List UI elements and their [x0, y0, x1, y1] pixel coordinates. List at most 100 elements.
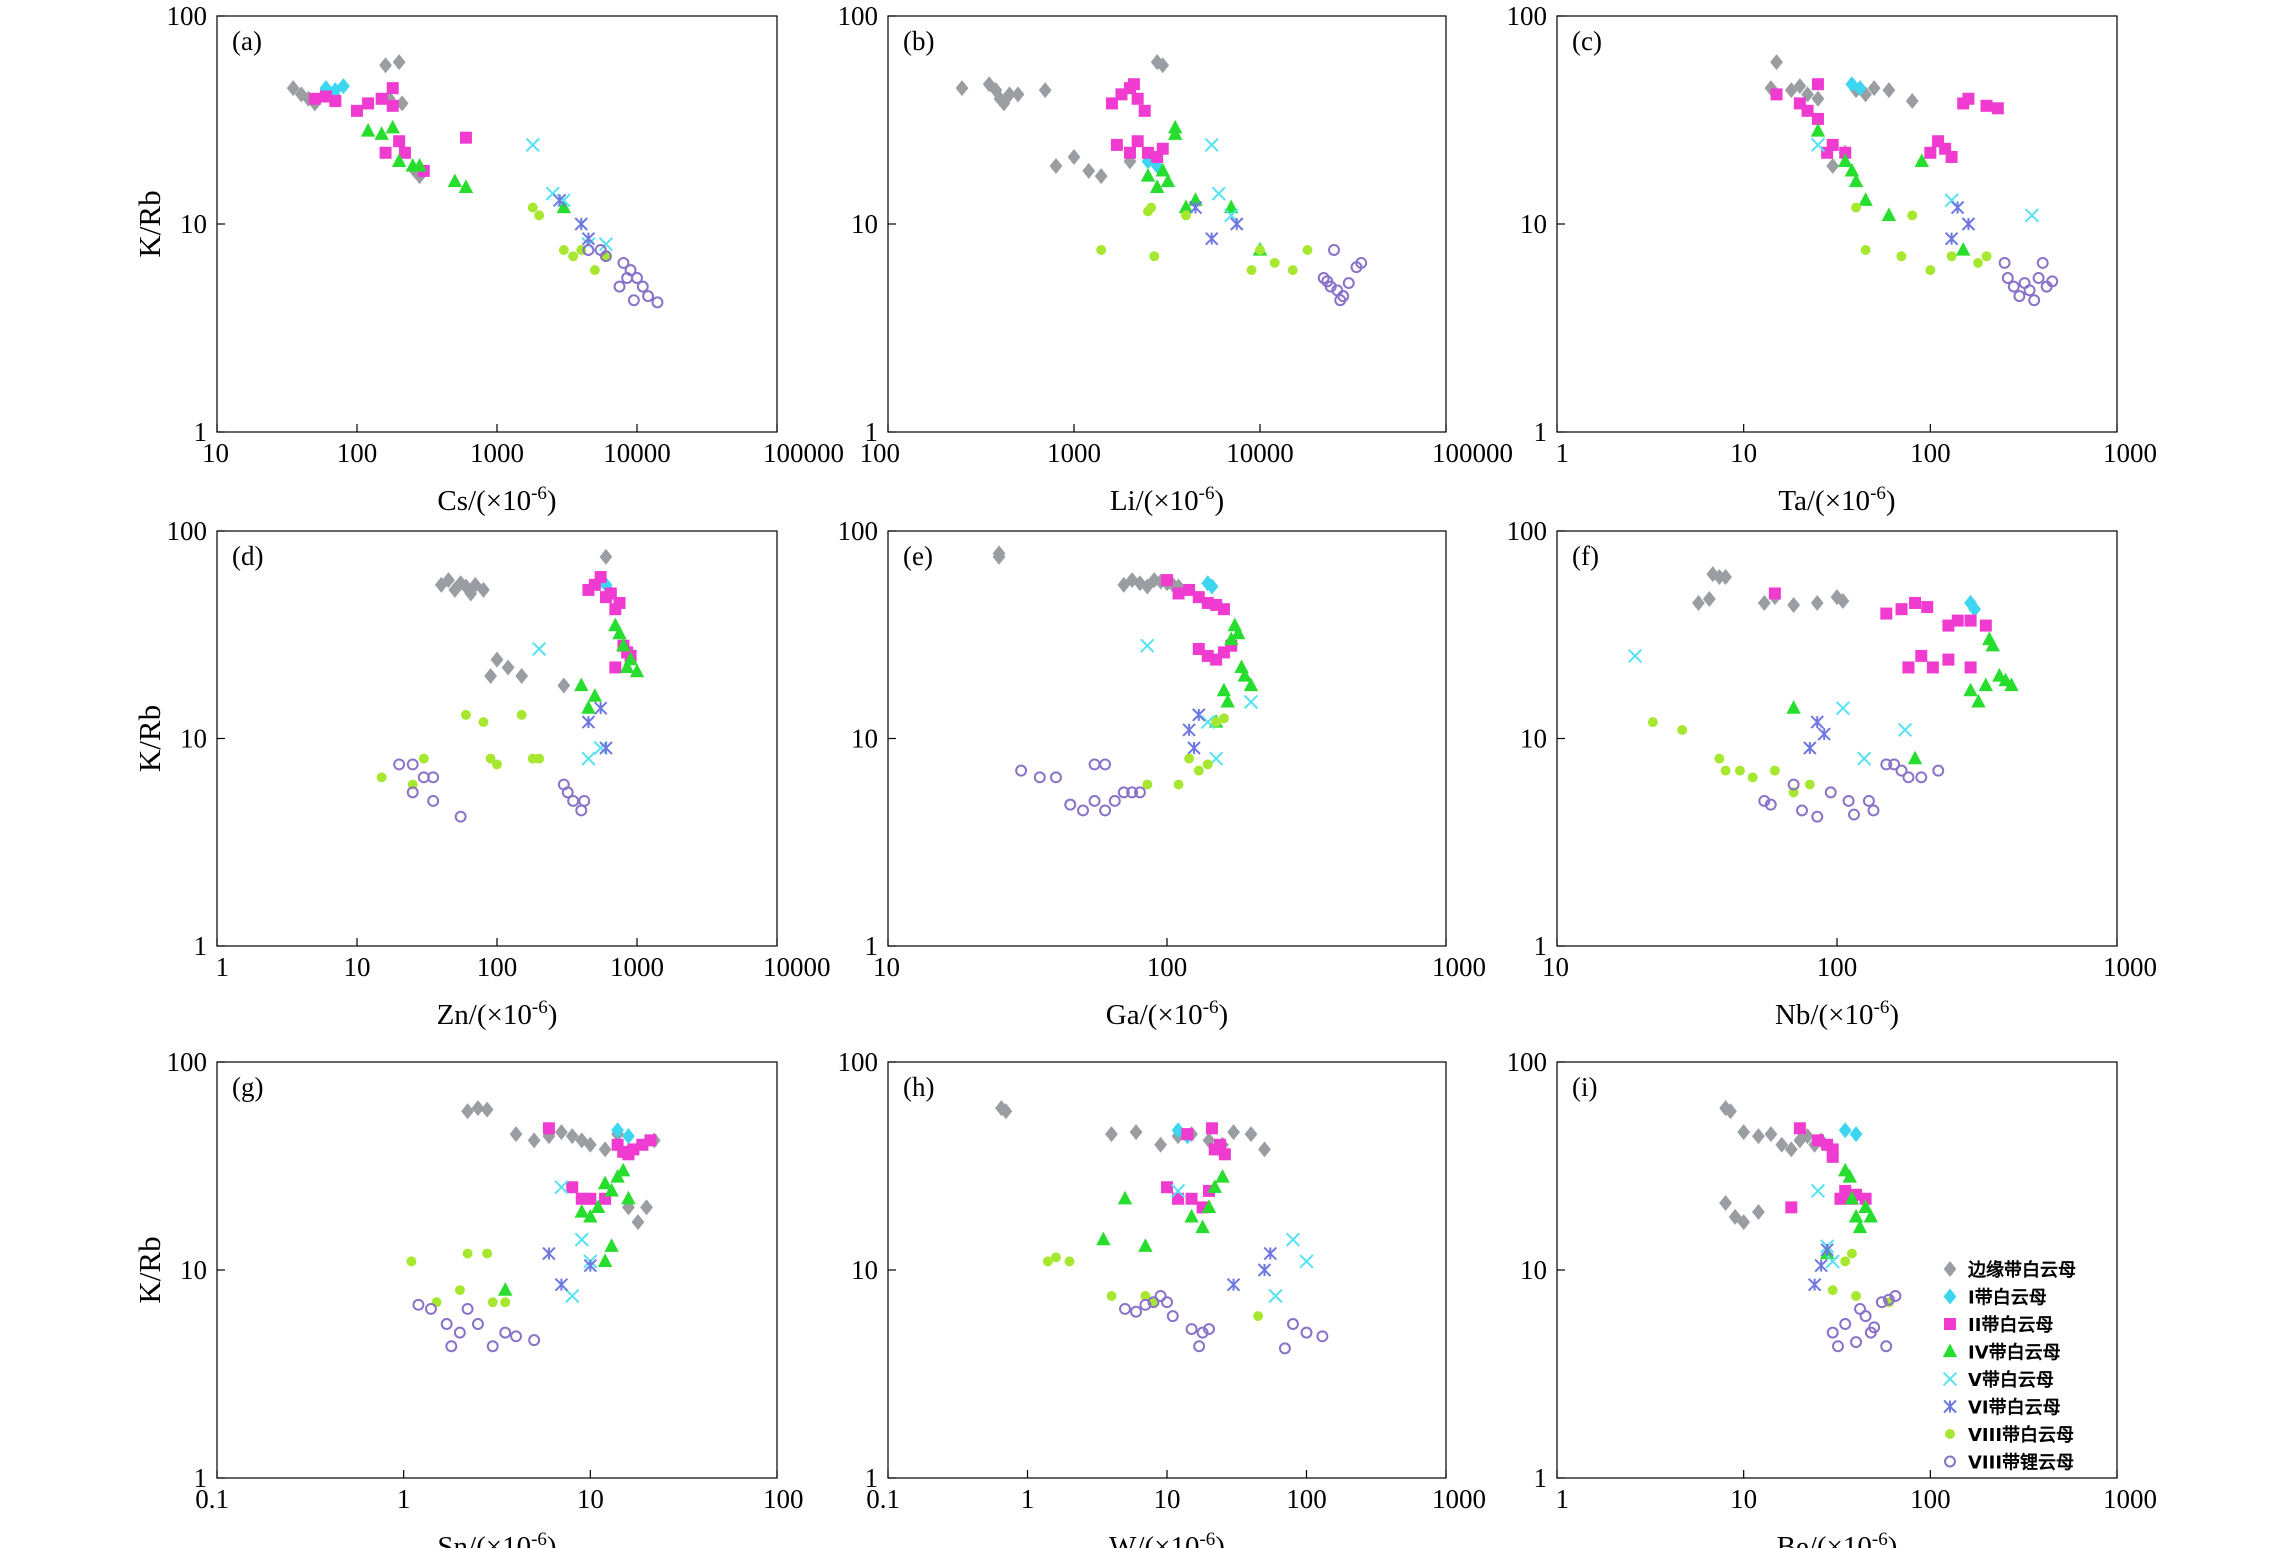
data-point — [445, 1340, 458, 1353]
data-point — [2036, 256, 2049, 269]
data-point — [1234, 659, 1249, 674]
data-point — [621, 272, 634, 284]
data-point — [308, 92, 321, 105]
data-point — [1142, 779, 1153, 790]
x-tick-label: 100 — [1910, 438, 1951, 468]
data-point — [1832, 1340, 1844, 1353]
data-point — [1149, 251, 1160, 262]
data-point — [611, 1122, 625, 1139]
data-point — [1181, 1128, 1194, 1141]
data-point — [447, 173, 463, 188]
data-point — [453, 1326, 466, 1339]
series-zone5 — [1810, 137, 2039, 223]
data-point — [406, 786, 419, 799]
data-point — [1181, 210, 1191, 221]
panel-c: (c) 1 10 100 1000 1 10 100 Ta/(×10-6) — [1507, 1, 2158, 517]
data-point — [1155, 162, 1170, 177]
series-zone8li — [1758, 758, 1945, 823]
data-point — [1838, 153, 1853, 167]
data-point — [1067, 148, 1081, 165]
data-point — [1842, 795, 1855, 807]
panel-label: (e) — [903, 541, 933, 571]
data-point — [1160, 173, 1176, 188]
series-zone5 — [1140, 638, 1259, 766]
data-point — [1914, 153, 1929, 167]
panel-label: (i) — [1572, 1072, 1597, 1102]
data-point — [1882, 1293, 1895, 1306]
data-point — [1825, 1254, 1840, 1269]
data-point — [1851, 1291, 1862, 1301]
series-zone8li — [1015, 758, 1146, 817]
data-point — [1105, 97, 1118, 110]
data-point — [1880, 1340, 1893, 1353]
data-point — [1207, 1179, 1222, 1193]
x-tick-label: 1 — [1021, 1484, 1035, 1514]
x-axis-label: Zn/(×10-6) — [437, 997, 558, 1031]
data-point — [1253, 1311, 1264, 1322]
data-point — [1192, 708, 1206, 722]
data-point — [1801, 1128, 1814, 1145]
data-point — [471, 1100, 485, 1117]
x-tick-label: 100 — [860, 438, 901, 468]
data-point — [1826, 1143, 1839, 1156]
series-zone4 — [574, 617, 645, 714]
data-point — [622, 1128, 635, 1145]
series-margin — [461, 1100, 661, 1231]
data-point — [492, 759, 502, 770]
data-point — [385, 119, 400, 134]
data-point — [1268, 1288, 1283, 1304]
data-point — [575, 804, 588, 817]
data-point — [454, 1285, 465, 1296]
data-point — [1140, 1291, 1151, 1301]
y-tick-label: 1 — [194, 1463, 208, 1493]
series-zone1 — [1201, 575, 1219, 595]
data-point — [1166, 1310, 1179, 1323]
data-point — [1839, 1318, 1852, 1330]
data-point — [1905, 93, 1919, 110]
y-axis-label: K/Rb — [132, 190, 167, 257]
data-point — [574, 1232, 589, 1247]
panel-label: (g) — [232, 1072, 263, 1102]
legend-label: VIII带白云母 — [1968, 1424, 2074, 1446]
y-tick-label: 10 — [180, 1255, 207, 1285]
series-zone4 — [1786, 631, 2019, 765]
data-point — [1117, 576, 1131, 593]
data-point — [1334, 294, 1347, 307]
x-axis-label: Sn/(×10-6) — [437, 1529, 556, 1548]
data-point — [1860, 245, 1871, 255]
series-zone2 — [542, 1122, 657, 1205]
data-point — [1077, 804, 1089, 817]
y-tick-label: 1 — [194, 931, 208, 961]
data-point — [1108, 795, 1121, 807]
data-point — [584, 1192, 597, 1205]
series-zone2 — [1770, 78, 2004, 163]
legend-marker-margin — [1943, 1261, 1957, 1277]
plot-frame — [216, 1061, 778, 1479]
data-point — [631, 1214, 645, 1231]
series-zone4 — [1208, 617, 1259, 728]
data-point — [391, 153, 407, 167]
x-tick-label: 10 — [577, 1484, 604, 1514]
data-point — [427, 795, 440, 807]
data-point — [1706, 566, 1720, 583]
data-point — [1803, 741, 1817, 755]
data-point — [1243, 694, 1259, 710]
data-point — [498, 1282, 513, 1296]
data-point — [431, 1297, 442, 1308]
y-tick-label: 10 — [180, 724, 207, 754]
data-point — [997, 95, 1011, 112]
data-point — [574, 1204, 589, 1218]
data-point — [583, 1258, 598, 1273]
data-point — [1787, 778, 1800, 791]
panel-i: (i) 1 10 100 1000 1 10 100 Be/(×10-6) — [1507, 1047, 2158, 1548]
data-point — [1824, 786, 1837, 799]
data-point — [1131, 92, 1144, 105]
data-point — [406, 758, 419, 771]
data-point — [1747, 772, 1758, 783]
data-point — [619, 659, 635, 674]
x-tick-label: 1 — [1556, 1484, 1570, 1514]
plot-frame — [887, 15, 1447, 433]
series-zone8 — [406, 1248, 511, 1308]
data-point — [1167, 126, 1183, 140]
